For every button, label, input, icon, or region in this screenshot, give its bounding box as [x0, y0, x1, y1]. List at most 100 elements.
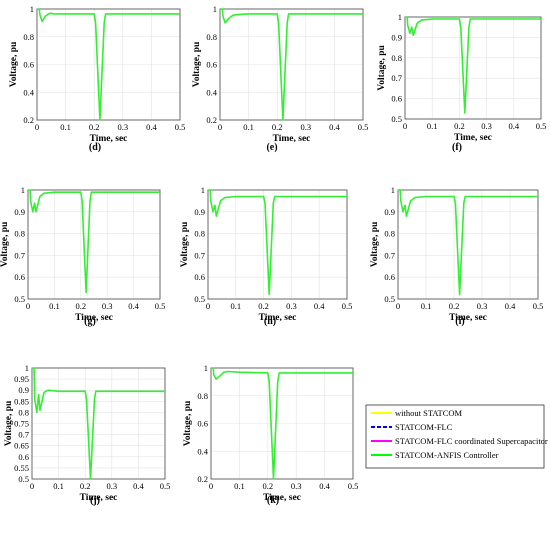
x-tick-label: 0.5 — [342, 301, 353, 311]
x-tick-label: 0.2 — [454, 121, 465, 131]
chart-panel: 0 0.1 0.2 0.3 0.4 0.5 0.2 0.4 0.6 0.8 1 Time, sec Vo… — [183, 363, 358, 506]
x-tick-label: 0.3 — [477, 301, 488, 311]
y-tick-label: 0.5 — [18, 474, 29, 484]
x-axis-label: Time, sec — [273, 134, 311, 144]
plot-frame — [36, 8, 181, 121]
x-tick-label: 0.2 — [75, 301, 86, 311]
x-tick-label: 0.2 — [272, 122, 283, 132]
x-tick-label: 0.1 — [49, 301, 60, 311]
x-axis-label: Time, sec — [449, 313, 487, 323]
x-tick-label: 0.4 — [146, 122, 157, 132]
series-line — [398, 189, 538, 296]
x-tick-label: 0.1 — [243, 122, 254, 132]
x-tick-label: 0.5 — [175, 122, 186, 132]
y-tick-label: 0.9 — [18, 385, 29, 395]
x-tick-label: 0.1 — [427, 121, 438, 131]
plot-frame — [219, 8, 364, 121]
y-tick-label: 0.65 — [14, 441, 29, 451]
x-tick-label: 0 — [30, 481, 34, 491]
y-tick-label: 0.9 — [14, 207, 25, 217]
y-tick-label: 0.8 — [18, 407, 29, 417]
x-tick-label: 0.2 — [262, 481, 273, 491]
y-tick-label: 1 — [21, 185, 25, 195]
y-tick-label: 0.7 — [391, 73, 402, 83]
legend-entry: STATCOM-FLC coordinated Supercapacitor — [395, 436, 548, 446]
y-tick-label: 0.4 — [23, 87, 34, 97]
chart-panel: 0 0.1 0.2 0.3 0.4 0.5 0.5 0.6 0.7 0.8 0.9 1 Time, se… — [0, 185, 165, 327]
x-tick-label: 0.4 — [314, 301, 325, 311]
y-tick-label: 0.8 — [197, 391, 208, 401]
x-tick-label: 0.4 — [133, 481, 144, 491]
y-tick-label: 0.6 — [194, 272, 205, 282]
panel-label: (i) — [455, 316, 464, 327]
y-axis-label: Voltage, pu — [180, 221, 190, 267]
series-line — [37, 8, 180, 121]
x-tick-label: 0.4 — [128, 301, 139, 311]
series-line — [32, 367, 165, 480]
x-axis-label: Time, sec — [90, 134, 128, 144]
x-tick-label: 0.5 — [358, 122, 369, 132]
y-tick-label: 0.5 — [384, 294, 395, 304]
legend-entry: STATCOM-FLC — [395, 422, 453, 432]
x-tick-label: 0.5 — [536, 121, 547, 131]
y-tick-label: 0.7 — [384, 250, 395, 260]
x-tick-label: 0.2 — [449, 301, 460, 311]
panel-label: (d) — [89, 142, 101, 153]
chart-panel: 0 0.1 0.2 0.3 0.4 0.5 0.5 0.6 0.7 0.8 0.9 1 Time, se… — [377, 12, 546, 153]
y-tick-label: 0.8 — [391, 53, 402, 63]
plot-frame — [31, 367, 166, 480]
y-tick-label: 1 — [25, 363, 29, 373]
chart-panel: 0 0.1 0.2 0.3 0.4 0.5 0.2 0.4 0.6 0.8 1 Time, sec Vo… — [192, 4, 368, 153]
panel-label: (g) — [84, 316, 96, 327]
x-tick-label: 0.3 — [102, 301, 113, 311]
y-axis-label: Voltage, pu — [192, 41, 202, 87]
x-tick-label: 0.4 — [329, 122, 340, 132]
x-tick-label: 0.2 — [80, 481, 91, 491]
x-tick-label: 0 — [396, 301, 400, 311]
series-line — [220, 8, 363, 121]
x-tick-label: 0.2 — [89, 122, 100, 132]
x-tick-label: 0.1 — [53, 481, 64, 491]
legend-entry: STATCOM-ANFIS Controller — [395, 450, 499, 460]
y-tick-label: 0.85 — [14, 396, 29, 406]
y-axis-label: Voltage, pu — [377, 44, 387, 90]
y-tick-label: 0.6 — [23, 60, 34, 70]
panel-label: (h) — [264, 316, 276, 327]
legend-entry: without STATCOM — [395, 408, 463, 418]
y-tick-label: 0.2 — [206, 115, 217, 125]
series-line — [405, 16, 541, 114]
x-tick-label: 0.3 — [117, 122, 128, 132]
panel-label: (f) — [452, 142, 462, 153]
x-tick-label: 0.4 — [319, 481, 330, 491]
y-axis-label: Voltage, pu — [0, 221, 10, 267]
y-tick-label: 0.6 — [391, 94, 402, 104]
x-tick-label: 0.3 — [291, 481, 302, 491]
y-tick-label: 0.6 — [18, 452, 29, 462]
y-tick-label: 1 — [204, 363, 208, 373]
y-tick-label: 0.6 — [206, 60, 217, 70]
plot-area — [397, 189, 539, 300]
x-tick-label: 0 — [218, 122, 222, 132]
plot-frame — [404, 16, 542, 120]
y-tick-label: 0.8 — [14, 229, 25, 239]
y-tick-label: 0.8 — [384, 229, 395, 239]
y-tick-label: 0.2 — [23, 115, 34, 125]
y-tick-label: 0.75 — [14, 419, 29, 429]
x-tick-label: 0.4 — [508, 121, 519, 131]
x-tick-label: 0.1 — [230, 301, 241, 311]
y-tick-label: 0.8 — [206, 32, 217, 42]
series-line — [28, 189, 160, 294]
panel-label: (k) — [267, 495, 279, 506]
y-tick-label: 0.8 — [23, 32, 34, 42]
y-tick-label: 0.6 — [14, 272, 25, 282]
y-tick-label: 1 — [213, 4, 217, 14]
chart-panel: 0 0.1 0.2 0.3 0.4 0.5 0.2 0.4 0.6 0.8 1 Time, sec Vo… — [9, 4, 185, 153]
y-tick-label: 0.95 — [14, 374, 29, 384]
x-tick-label: 0.3 — [481, 121, 492, 131]
y-tick-label: 0.6 — [197, 419, 208, 429]
y-tick-label: 0.7 — [194, 250, 205, 260]
y-tick-label: 0.5 — [194, 294, 205, 304]
plot-area — [27, 189, 161, 300]
plot-frame — [397, 189, 539, 300]
plot-frame — [27, 189, 161, 300]
